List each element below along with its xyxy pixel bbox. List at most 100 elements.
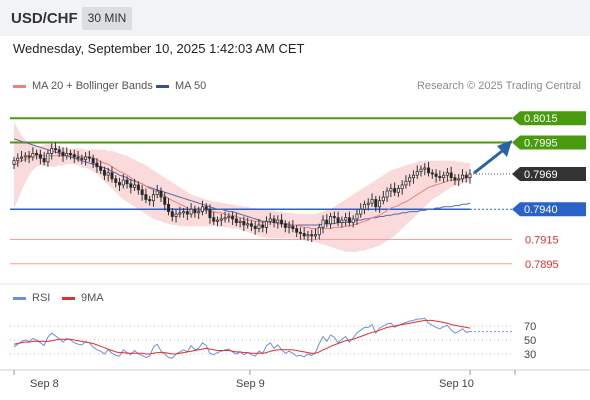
candle-body xyxy=(121,179,125,186)
candle-body xyxy=(178,212,182,215)
candle-body xyxy=(238,220,242,223)
candle-body xyxy=(419,168,423,172)
candle-body xyxy=(344,217,348,221)
candle-body xyxy=(182,211,186,214)
candle-body xyxy=(280,219,284,225)
forecast-arrow-head xyxy=(497,140,512,157)
candle-body xyxy=(389,188,393,192)
candle-body xyxy=(166,203,171,213)
level-0-7915-label: 0.7915 xyxy=(525,235,559,247)
level-0-7940-label: 0.7940 xyxy=(524,204,558,216)
candle-body xyxy=(151,194,155,202)
candle-body xyxy=(46,152,50,163)
candle-body xyxy=(246,223,250,226)
ma9-legend-swatch xyxy=(62,297,75,300)
candle-body xyxy=(114,178,118,183)
rsi-ma9-line xyxy=(13,319,471,355)
candle-body xyxy=(411,174,415,179)
candle-body xyxy=(378,200,382,208)
candle-body xyxy=(453,177,457,181)
candle-body xyxy=(215,219,220,222)
candle-body xyxy=(329,216,333,225)
candle-body xyxy=(57,149,61,153)
level-0-7995-tag xyxy=(512,135,586,150)
candle-body xyxy=(133,184,137,188)
candle-body xyxy=(313,234,318,237)
candle-body xyxy=(219,218,223,221)
candle-body xyxy=(193,208,197,214)
candle-body xyxy=(242,220,246,226)
candle-body xyxy=(65,152,69,157)
candle-body xyxy=(381,196,385,202)
candle-body xyxy=(253,225,257,230)
candle-body xyxy=(208,208,212,219)
candle-body xyxy=(423,167,427,170)
candle-body xyxy=(295,228,299,233)
candle-body xyxy=(87,156,91,159)
candle-body xyxy=(302,233,306,237)
level-0-8015-tag xyxy=(512,111,586,126)
candle-body xyxy=(148,199,152,202)
candle-body xyxy=(415,171,419,176)
rsi-line xyxy=(13,317,471,359)
candle-body xyxy=(42,157,46,163)
level-0-7969-tag xyxy=(512,167,586,182)
candle-body xyxy=(50,148,54,154)
candle-body xyxy=(362,203,367,210)
candle-body xyxy=(408,177,412,182)
rsi-tick-30: 30 xyxy=(524,349,536,361)
candle-body xyxy=(53,148,57,151)
candle-body xyxy=(174,213,178,217)
candle-body xyxy=(31,152,35,158)
candle-body xyxy=(442,174,446,179)
candle-body xyxy=(306,234,310,237)
candle-body xyxy=(95,162,99,168)
rsi-legend-label: RSI xyxy=(32,292,51,304)
candle-body xyxy=(359,208,363,215)
candle-body xyxy=(396,188,400,193)
candle-body xyxy=(261,224,265,228)
candle-body xyxy=(287,225,291,228)
candle-body xyxy=(317,226,321,236)
candle-body xyxy=(298,231,302,234)
ma50-line xyxy=(13,138,471,226)
candle-body xyxy=(355,213,359,220)
candle-body xyxy=(234,218,238,223)
x-tick-label: Sep 9 xyxy=(236,378,265,390)
candle-body xyxy=(91,157,95,164)
ma9-legend-label: 9MA xyxy=(81,292,104,304)
timeframe-badge[interactable]: 30 MIN xyxy=(82,7,132,30)
level-0-7940-tag xyxy=(512,202,586,217)
copyright-label: Research © 2025 Trading Central xyxy=(416,80,581,92)
level-0-7895-label: 0.7895 xyxy=(525,259,559,271)
candle-body xyxy=(61,151,65,157)
candle-body xyxy=(99,166,103,171)
candle-body xyxy=(159,190,163,198)
candle-body xyxy=(80,157,84,160)
candle-body xyxy=(272,218,276,223)
candle-body xyxy=(445,172,449,176)
chart-header: USD/CHF 30 MIN xyxy=(0,0,590,36)
ma50-legend-label: MA 50 xyxy=(175,80,207,92)
level-0-7969-label: 0.7969 xyxy=(524,169,558,181)
candle-body xyxy=(468,173,472,179)
candle-body xyxy=(20,156,24,159)
ma20-legend-swatch xyxy=(13,85,26,88)
candle-body xyxy=(72,154,76,158)
candle-body xyxy=(393,188,397,193)
candle-body xyxy=(27,155,31,158)
candle-body xyxy=(200,206,204,213)
candle-body xyxy=(400,184,404,189)
candle-body xyxy=(283,223,287,228)
candle-body xyxy=(427,167,431,174)
candle-body xyxy=(457,178,461,181)
candle-body xyxy=(291,225,295,230)
candle-body xyxy=(144,194,148,200)
candle-body xyxy=(336,217,340,223)
candle-body xyxy=(136,184,140,191)
candle-body xyxy=(125,179,129,185)
candle-body xyxy=(84,156,88,160)
candle-body xyxy=(69,152,73,156)
candle-body xyxy=(370,199,374,204)
